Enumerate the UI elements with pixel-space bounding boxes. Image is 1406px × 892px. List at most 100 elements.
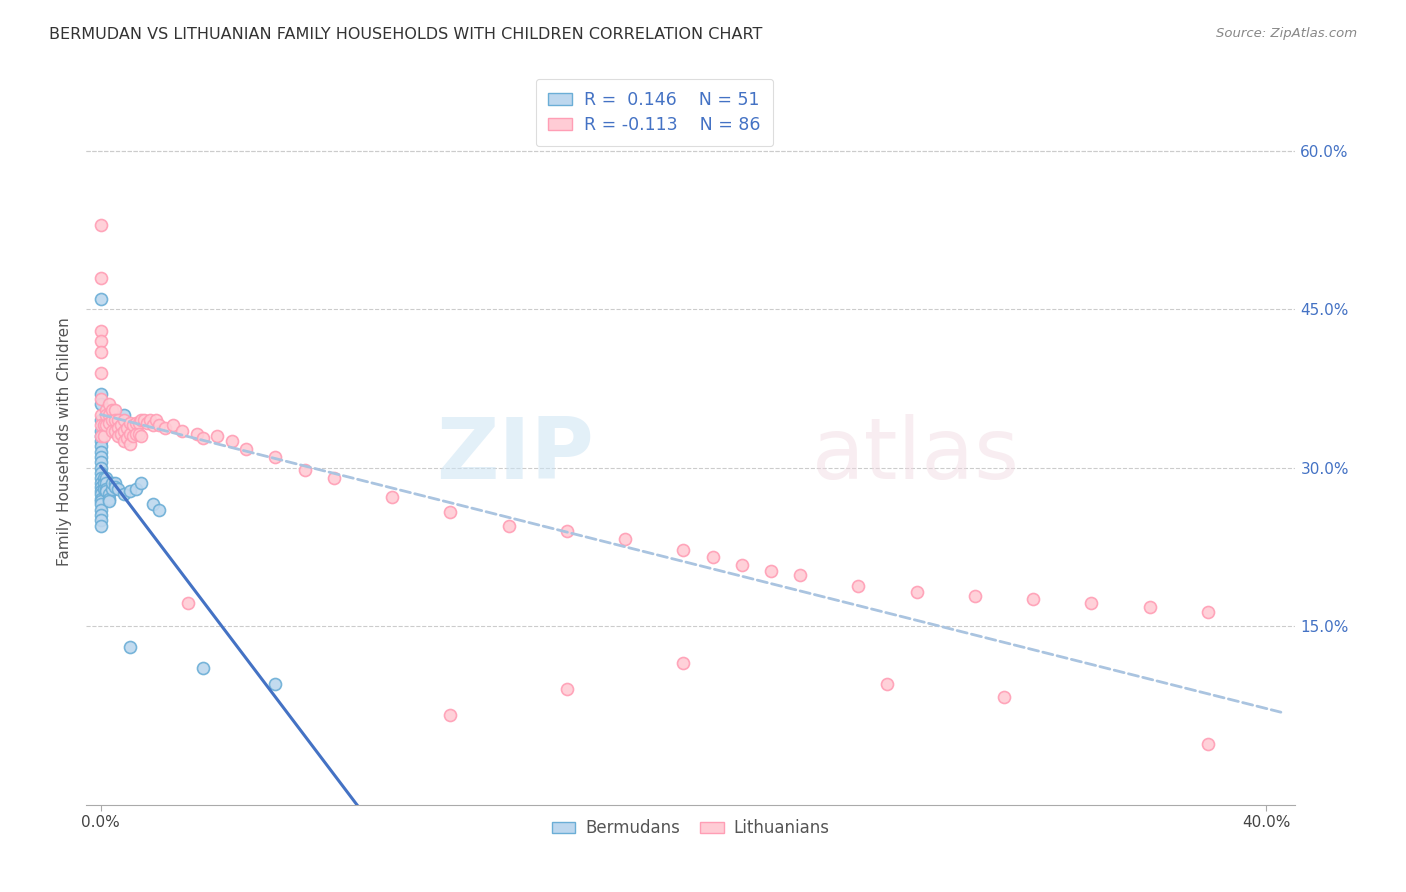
Point <box>110 426 132 441</box>
Point <box>205 429 228 443</box>
Point <box>104 479 127 493</box>
Point <box>104 424 127 438</box>
Point <box>439 708 461 723</box>
Point <box>162 418 184 433</box>
Point <box>101 402 124 417</box>
Point <box>90 413 112 427</box>
Point <box>876 677 898 691</box>
Point <box>112 434 135 449</box>
Point <box>90 270 112 285</box>
Point <box>107 429 129 443</box>
Point <box>139 413 162 427</box>
Point <box>118 426 141 441</box>
Point <box>846 579 869 593</box>
Point <box>90 476 112 491</box>
Point <box>555 524 578 538</box>
Point <box>98 492 121 507</box>
Point <box>115 420 138 434</box>
Point <box>128 417 150 431</box>
Point <box>110 418 132 433</box>
Legend: Bermudans, Lithuanians: Bermudans, Lithuanians <box>546 813 837 844</box>
Point <box>90 479 112 493</box>
Point <box>177 596 200 610</box>
Point <box>115 431 138 445</box>
Point <box>294 463 316 477</box>
Text: Source: ZipAtlas.com: Source: ZipAtlas.com <box>1216 27 1357 40</box>
Point <box>90 502 112 516</box>
Point <box>90 483 112 498</box>
Point <box>90 386 112 401</box>
Text: BERMUDAN VS LITHUANIAN FAMILY HOUSEHOLDS WITH CHILDREN CORRELATION CHART: BERMUDAN VS LITHUANIAN FAMILY HOUSEHOLDS… <box>49 27 762 42</box>
Point <box>118 437 141 451</box>
Point <box>672 542 695 557</box>
Point <box>98 408 121 422</box>
Point <box>90 471 112 485</box>
Point <box>118 417 141 431</box>
Point <box>90 440 112 454</box>
Point <box>96 471 118 485</box>
Point <box>264 450 287 464</box>
Point <box>128 426 150 441</box>
Point <box>142 498 165 512</box>
Point <box>186 426 208 441</box>
Point <box>112 487 135 501</box>
Point <box>672 656 695 670</box>
Point <box>90 429 112 443</box>
Point <box>96 483 118 498</box>
Point <box>90 429 112 443</box>
Point <box>90 466 112 480</box>
Point <box>124 417 146 431</box>
Point <box>322 471 344 485</box>
Point <box>112 413 135 427</box>
Point <box>90 513 112 527</box>
Point <box>90 324 112 338</box>
Point <box>112 408 135 422</box>
Point <box>90 344 112 359</box>
Point <box>107 482 129 496</box>
Point <box>90 450 112 464</box>
Point <box>145 413 167 427</box>
Point <box>101 424 124 438</box>
Point <box>90 397 112 411</box>
Point <box>789 568 811 582</box>
Point <box>759 564 782 578</box>
Point <box>93 482 115 496</box>
Point <box>90 455 112 469</box>
Point <box>107 413 129 427</box>
Point <box>90 487 112 501</box>
Point <box>221 434 243 449</box>
Point <box>90 508 112 522</box>
Point <box>124 482 146 496</box>
Point <box>124 426 146 441</box>
Point <box>142 418 165 433</box>
Point <box>101 482 124 496</box>
Point <box>1022 592 1045 607</box>
Point <box>134 413 156 427</box>
Y-axis label: Family Households with Children: Family Households with Children <box>58 317 72 566</box>
Point <box>731 558 754 572</box>
Point <box>905 585 928 599</box>
Point <box>96 418 118 433</box>
Point <box>90 366 112 380</box>
Point <box>98 494 121 508</box>
Point <box>131 429 153 443</box>
Point <box>121 429 143 443</box>
Text: ZIP: ZIP <box>436 414 593 497</box>
Point <box>148 502 170 516</box>
Point <box>191 661 214 675</box>
Point <box>1139 599 1161 614</box>
Point <box>131 476 153 491</box>
Point <box>90 444 112 458</box>
Point <box>93 418 115 433</box>
Point <box>90 218 112 232</box>
Point <box>1080 596 1102 610</box>
Point <box>614 533 637 547</box>
Point <box>107 420 129 434</box>
Point <box>963 589 986 603</box>
Point <box>121 418 143 433</box>
Point <box>96 482 118 496</box>
Point <box>555 681 578 696</box>
Point <box>98 397 121 411</box>
Point <box>90 408 112 422</box>
Point <box>104 402 127 417</box>
